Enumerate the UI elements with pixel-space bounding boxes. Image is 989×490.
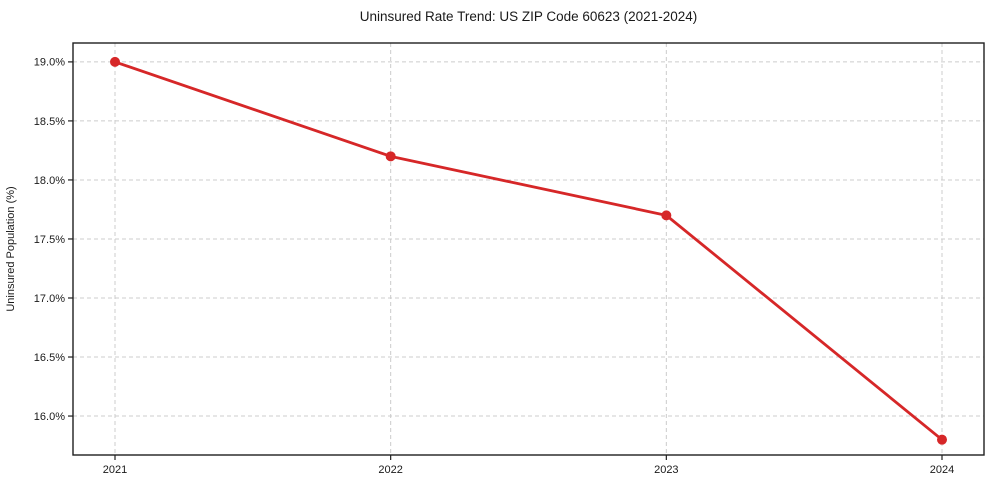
x-tick-label: 2022 xyxy=(378,464,402,476)
series-layer xyxy=(110,56,947,445)
y-tick-label: 17.5% xyxy=(34,234,65,246)
axes-layer xyxy=(68,42,985,460)
data-point xyxy=(937,434,947,445)
label-layer: 16.0% 16.5% 17.0% 17.5% 18.0% 18.5% 19.0% 2021 2… xyxy=(34,57,954,476)
x-tick-label: 2021 xyxy=(103,464,127,476)
chart-title: Uninsured Rate Trend: US ZIP Code 60623 … xyxy=(360,9,697,24)
y-tick-label: 19.0% xyxy=(34,57,65,69)
y-axis-label: Uninsured Population (%) xyxy=(5,186,17,311)
y-tick-label: 18.0% xyxy=(34,175,65,187)
data-point xyxy=(385,151,396,162)
y-tick-label: 16.5% xyxy=(34,352,65,364)
y-tick-label: 17.0% xyxy=(34,293,65,305)
grid-layer xyxy=(73,43,984,455)
data-point xyxy=(110,56,120,67)
y-tick-label: 16.0% xyxy=(34,411,65,423)
plot-frame xyxy=(72,42,985,456)
trend-line xyxy=(113,60,944,442)
data-point xyxy=(661,210,672,221)
x-tick-label: 2023 xyxy=(654,464,678,476)
y-tick-label: 18.5% xyxy=(34,116,65,128)
x-tick-label: 2024 xyxy=(930,464,954,476)
